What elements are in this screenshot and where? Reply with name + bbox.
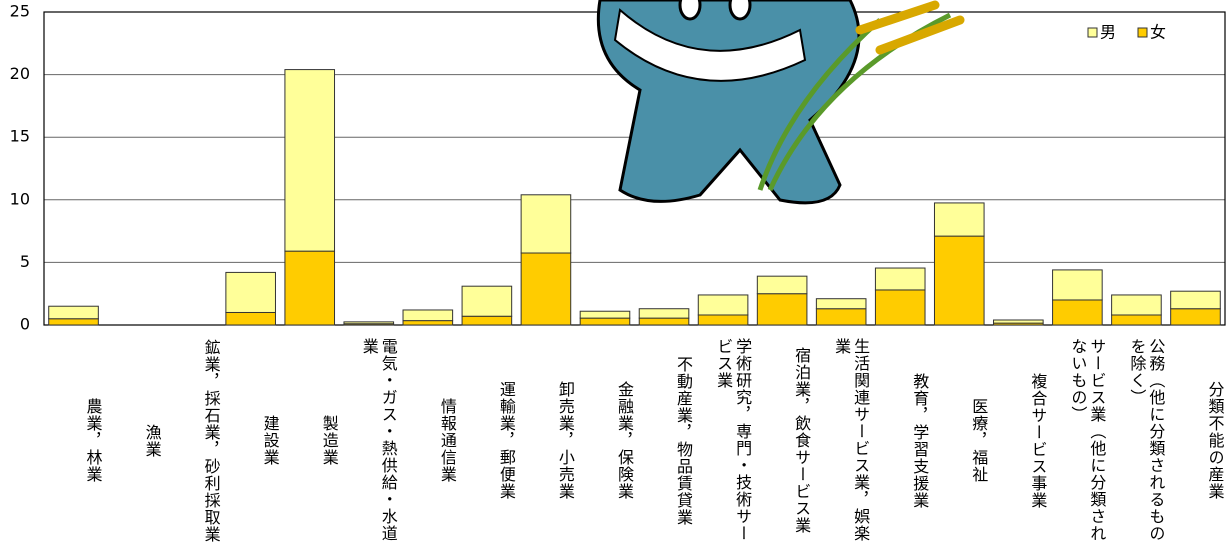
- x-tick-label: 不動産業，物品賃貸業: [674, 355, 694, 526]
- mascot-eye: [728, 0, 752, 21]
- x-tick-label: 電気・ガス・熱供給・水道業: [359, 338, 398, 542]
- x-tick-label: 製造業: [319, 415, 339, 466]
- mascot-grain: [855, 0, 965, 55]
- x-tick-label: 鉱業，採石業，砂利採取業: [201, 338, 221, 543]
- legend-label: 男: [1100, 23, 1116, 42]
- mascot: [596, 0, 965, 205]
- bar-segment: [284, 69, 336, 252]
- bar-segment: [48, 318, 99, 326]
- bar-segment: [933, 235, 985, 326]
- bar-segment: [1111, 314, 1162, 326]
- x-tick-label: 教育，学習支援業: [910, 372, 930, 509]
- bar-segment: [756, 275, 808, 295]
- x-tick-label: 学術研究，専門・技術サービス業: [714, 338, 753, 542]
- bar-segment: [225, 271, 276, 313]
- bar-segment: [402, 309, 454, 322]
- bar-segment: [520, 252, 572, 326]
- x-tick-label: 卸売業，小売業: [555, 381, 575, 500]
- legend-swatch: [1087, 27, 1098, 38]
- bar-segment: [48, 305, 99, 320]
- bar-segment: [1170, 308, 1221, 326]
- bar-segment: [225, 311, 276, 326]
- y-tick-label: 5: [20, 252, 30, 271]
- mascot-mask: [613, 8, 807, 82]
- mascot-eye: [678, 0, 702, 21]
- bar-segment: [461, 315, 513, 326]
- x-tick-label: 金融業，保険業: [614, 381, 634, 500]
- bar-segment: [815, 308, 867, 326]
- x-tick-label: 宿泊業，飲食サービス業: [792, 347, 812, 534]
- bar-segment: [579, 310, 631, 319]
- bar-segment: [874, 289, 926, 326]
- bar-segment: [874, 267, 926, 291]
- y-tick-label: 15: [10, 127, 30, 146]
- bar-segment: [993, 319, 1044, 324]
- bar-segment: [638, 308, 690, 319]
- legend-swatch: [1137, 27, 1148, 38]
- y-tick-label: 10: [10, 189, 30, 208]
- legend-label: 女: [1150, 23, 1166, 42]
- bar-segment: [1052, 299, 1103, 326]
- bar-segment: [579, 317, 631, 326]
- bar-segment: [284, 250, 336, 326]
- x-tick-label: 農業，林業: [83, 398, 103, 483]
- x-tick-label: 情報通信業: [437, 398, 457, 483]
- y-tick-label: 25: [10, 2, 30, 21]
- bar-segment: [343, 321, 395, 325]
- y-tick-label: 20: [10, 64, 30, 83]
- x-tick-label: 複合サービス事業: [1028, 372, 1048, 509]
- x-tick-label: 分類不能の産業: [1205, 381, 1225, 500]
- bar-segment: [1111, 294, 1162, 316]
- bar-segment: [697, 314, 749, 326]
- x-tick-label: 漁業: [142, 423, 162, 458]
- x-tick-label: 公務（他に分類されるものを除く）: [1127, 338, 1166, 542]
- bar-segment: [402, 320, 454, 326]
- bar-segment: [815, 298, 867, 310]
- x-tick-label: サービス業（他に分類されないもの）: [1068, 338, 1107, 542]
- y-tick-label: 0: [20, 315, 30, 334]
- bar-segment: [933, 202, 985, 237]
- bar-segment: [461, 285, 513, 317]
- bar-segment: [697, 294, 749, 316]
- bar-segment: [1052, 269, 1103, 301]
- bar-segment: [756, 293, 808, 326]
- x-tick-label: 運輸業，郵便業: [496, 381, 516, 500]
- bar-segment: [1170, 290, 1221, 310]
- x-tick-label: 建設業: [260, 415, 280, 466]
- x-tick-label: 生活関連サービス業，娯楽業: [832, 338, 871, 542]
- x-tick-label: 医療，福祉: [969, 398, 989, 483]
- bar-segment: [638, 317, 690, 326]
- bar-segment: [520, 194, 572, 254]
